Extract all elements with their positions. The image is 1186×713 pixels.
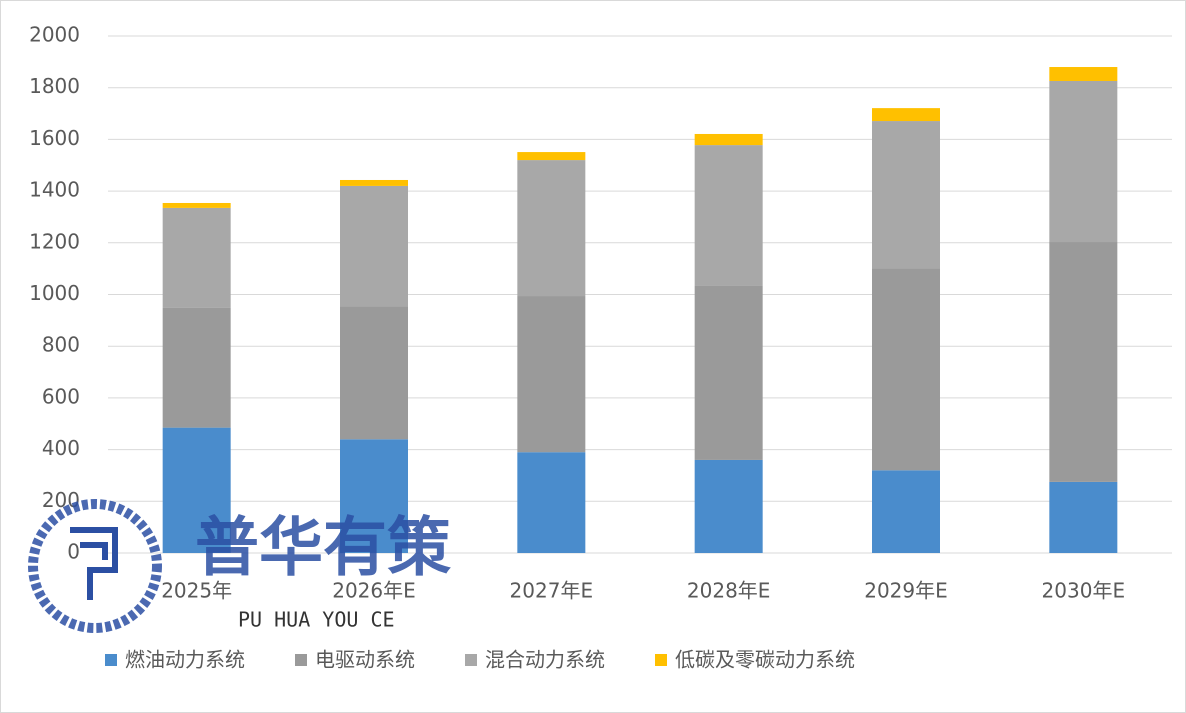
x-tick-label: 2029年E <box>864 579 948 603</box>
y-tick-label: 400 <box>42 436 80 460</box>
bar-segment <box>872 108 940 122</box>
bar-segment <box>872 121 940 269</box>
bar-segment <box>162 207 231 308</box>
logo-ring <box>28 499 162 633</box>
bar-segment <box>694 459 763 553</box>
bar-segment <box>1049 67 1118 81</box>
legend-label: 混合动力系统 <box>485 648 605 672</box>
legend-label: 电驱动系统 <box>315 648 415 672</box>
bar-segment <box>517 160 586 297</box>
y-tick-label: 2000 <box>29 23 80 47</box>
x-tick-label: 2030年E <box>1042 579 1126 603</box>
x-tick-label: 2026年E <box>332 579 416 603</box>
bar-segment <box>872 268 940 471</box>
y-tick-label: 1400 <box>29 178 80 202</box>
y-tick-label: 800 <box>42 333 80 357</box>
y-tick-label: 1000 <box>29 281 80 305</box>
bar-segment <box>340 439 408 553</box>
y-tick-label: 1800 <box>29 74 80 98</box>
legend-swatch <box>655 654 667 666</box>
bar-segment <box>162 427 231 553</box>
legend-swatch <box>295 654 307 666</box>
bar-segment <box>1049 481 1118 553</box>
logo-mark <box>70 527 118 600</box>
x-tick-label: 2028年E <box>687 579 771 603</box>
watermark-subtitle: PU HUA YOU CE <box>238 608 395 632</box>
legend-label: 低碳及零碳动力系统 <box>675 648 855 672</box>
y-tick-label: 0 <box>67 540 80 564</box>
bar-segment <box>162 307 231 428</box>
bar-segment <box>340 179 408 186</box>
bar-segment <box>694 133 763 146</box>
bar-segment <box>162 202 231 208</box>
bar-segment <box>694 285 763 460</box>
bar-segment <box>340 306 408 440</box>
y-tick-label: 600 <box>42 384 80 408</box>
watermark-logo <box>28 499 162 633</box>
y-tick-label: 1200 <box>29 229 80 253</box>
bar-segment <box>872 470 940 553</box>
bar-segment <box>1049 242 1118 482</box>
bar-segment <box>1049 80 1118 243</box>
bar-segment <box>517 452 586 553</box>
bar-segment <box>517 152 586 161</box>
x-tick-label: 2027年E <box>510 579 594 603</box>
bar-segment <box>517 296 586 453</box>
x-tick-label: 2025年 <box>161 579 232 603</box>
bar-segment <box>340 185 408 307</box>
y-tick-label: 200 <box>42 488 80 512</box>
y-tick-label: 1600 <box>29 126 80 150</box>
legend-swatch <box>105 654 117 666</box>
bar-segment <box>694 145 763 286</box>
watermark-title: 普华有策 <box>195 512 451 586</box>
legend-swatch <box>465 654 477 666</box>
legend-label: 燃油动力系统 <box>125 648 245 672</box>
